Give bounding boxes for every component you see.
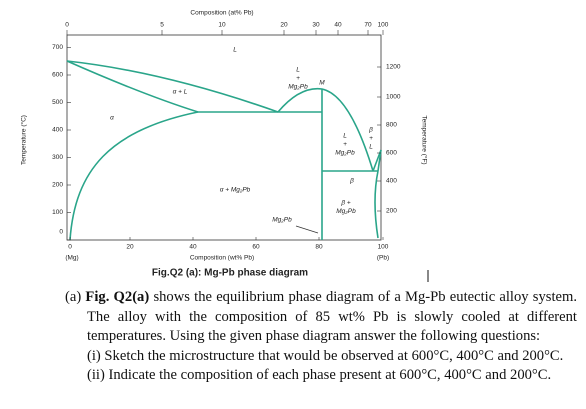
axis-end-label: (Pb) xyxy=(377,255,389,262)
top-tick-label: 0 xyxy=(65,22,69,29)
solvus xyxy=(69,111,199,241)
left-tick-label: 600 xyxy=(52,72,63,79)
region-label: + xyxy=(296,75,300,82)
right-tick-label: 1200 xyxy=(386,64,401,71)
bottom-tick-label: 20 xyxy=(126,244,134,251)
left-tick-label: 400 xyxy=(52,127,63,134)
top-tick-label: 30 xyxy=(312,22,320,29)
solidus xyxy=(377,149,382,172)
bottom-tick-label: 0 xyxy=(68,244,72,251)
region-label: Mg₂Pb xyxy=(272,217,292,224)
phase-boundaries xyxy=(66,60,382,241)
region-label: Mg₂Pb xyxy=(336,208,356,215)
question: (a) Fig. Q2(a) shows the equilibrium pha… xyxy=(65,288,577,386)
top-tick-label: 70 xyxy=(364,22,372,29)
bottom-axis-label: Composition (wt% Pb) xyxy=(190,255,254,262)
right-tick-label: 800 xyxy=(386,122,397,129)
region-label: L xyxy=(369,144,373,151)
bottom-tick-label: 80 xyxy=(315,244,323,251)
question-intro: (a) Fig. Q2(a) shows the equilibrium pha… xyxy=(65,288,577,347)
region-label: α + Mg₂Pb xyxy=(220,187,251,194)
top-axis-label: Composition (at% Pb) xyxy=(190,10,253,17)
top-tick-label: 40 xyxy=(334,22,342,29)
right-tick-label: 1000 xyxy=(386,94,401,101)
solidus xyxy=(66,60,199,113)
right-tick-label: 200 xyxy=(386,208,397,215)
left-axis-label: Temperature (°C) xyxy=(20,115,28,165)
right-tick-label: 600 xyxy=(386,150,397,157)
plot-frame xyxy=(66,34,382,241)
region-label: α xyxy=(110,115,114,122)
liquidus xyxy=(66,60,279,113)
region-label: α + L xyxy=(173,89,188,96)
region-label: + xyxy=(343,141,347,148)
question-text: shows the equilibrium phase diagram of a… xyxy=(87,289,577,345)
left-tick-label: 200 xyxy=(52,182,63,189)
region-label: L xyxy=(343,133,347,140)
region-label: β xyxy=(349,178,354,185)
region-label: β xyxy=(368,127,373,134)
bottom-tick-label: 100 xyxy=(378,244,389,251)
liquidus xyxy=(372,149,382,172)
top-tick-label: 20 xyxy=(280,22,288,29)
top-tick-label: 10 xyxy=(218,22,226,29)
top-tick-label: 5 xyxy=(160,22,164,29)
region-label: β + xyxy=(340,200,351,207)
bottom-tick-label: 60 xyxy=(252,244,260,251)
region-label: Mg₂Pb xyxy=(288,84,308,91)
left-tick-label: 300 xyxy=(52,154,63,161)
question-label: (a) xyxy=(65,289,82,305)
figure-ref: Fig. Q2(a) xyxy=(85,289,150,305)
axis-end-label: (Mg) xyxy=(65,255,78,262)
right-tick-label: 400 xyxy=(386,178,397,185)
region-label: Mg₂Pb xyxy=(335,150,355,157)
question-item: (ii) Indicate the composition of each ph… xyxy=(87,367,552,384)
liquidus xyxy=(277,87,374,172)
question-item: (i) Sketch the microstructure that would… xyxy=(87,347,564,364)
region-label: L xyxy=(233,47,237,54)
left-tick-label: 0 xyxy=(59,229,63,236)
left-tick-label: 100 xyxy=(52,209,63,216)
region-label: L xyxy=(296,67,300,74)
left-tick-label: 500 xyxy=(52,99,63,106)
caption: Fig.Q2 (a): Mg-Pb phase diagram xyxy=(152,268,308,279)
right-axis-label: Temperature (°F) xyxy=(420,115,428,164)
solvus xyxy=(374,170,379,239)
region-label: + xyxy=(369,135,373,142)
top-tick-label: 100 xyxy=(378,22,389,29)
region-label: M xyxy=(319,80,325,87)
bottom-tick-label: 40 xyxy=(189,244,197,251)
left-tick-label: 700 xyxy=(52,44,63,51)
pointer xyxy=(295,225,319,234)
